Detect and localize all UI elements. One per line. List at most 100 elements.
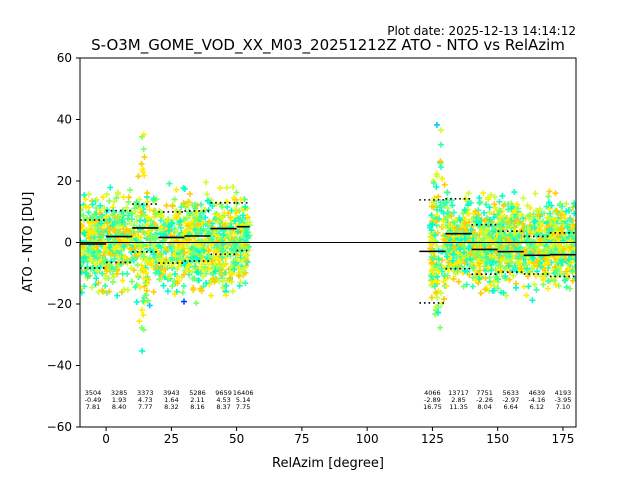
scatter-point [565,248,572,255]
scatter-point [151,243,158,250]
scatter-point [138,262,145,269]
scatter-point [185,248,192,255]
scatter-point [230,184,236,190]
x-tick-label: 125 [421,432,444,446]
scatter-point [174,213,181,220]
scatter-point [156,270,163,277]
scatter-point [205,261,212,268]
scatter-point [180,216,187,223]
bin-count-label: 3373 [137,389,154,397]
scatter-point [119,217,126,223]
scatter-point [531,243,538,250]
scatter-point [246,219,253,226]
scatter-point [82,196,89,203]
scatter-point [208,292,215,299]
scatter-point [97,210,103,217]
scatter-point [466,272,473,278]
scatter-point [529,264,536,271]
scatter-point [179,289,186,296]
scatter-point [460,283,467,290]
scatter-point [133,299,140,305]
scatter-point [484,226,491,233]
y-tick-label: −20 [47,297,72,311]
scatter-point [523,238,530,245]
scatter-point [193,255,200,262]
bin-count-label: 9659 [215,389,232,397]
scatter-point [174,246,181,253]
scatter-point [173,227,180,234]
scatter-point [437,324,444,331]
scatter-point [491,193,498,200]
bin-mean-label: 5.14 [236,396,250,404]
scatter-point [552,216,558,223]
scatter-point [242,204,249,210]
scatter-point [563,284,570,291]
scatter-point [203,191,210,198]
scatter-point [109,238,116,245]
scatter-point [437,158,444,165]
scatter-point [87,219,93,226]
scatter-point [111,198,118,205]
scatter-point [137,217,144,224]
scatter-point [532,190,539,197]
scatter-point [157,217,164,224]
scatter-point [462,195,469,202]
scatter-point [513,284,519,291]
scatter-point [141,275,147,282]
scatter-point [492,255,499,262]
bin-mean-label: -4.16 [528,396,545,404]
scatter-point [491,214,498,221]
scatter-point [506,276,513,283]
scatter-point [111,255,118,262]
scatter-point [172,271,178,277]
scatter-point [571,236,576,243]
scatter-point [432,304,439,311]
plot-date: Plot date: 2025-12-13 14:14:12 [387,24,576,38]
scatter-point [501,256,508,263]
bin-std-label: 7.75 [236,403,250,411]
scatter-point [124,215,131,222]
scatter-point [497,213,504,220]
scatter-point [206,281,213,288]
scatter-point [106,216,113,223]
y-tick-label: −40 [47,359,72,373]
scatter-point [184,223,191,229]
scatter-point [151,254,158,261]
scatter-point [514,221,521,228]
scatter-point [138,209,144,216]
scatter-point [116,238,123,245]
scatter-point [477,199,484,206]
scatter-point [457,217,464,224]
bin-mean-label: 1.64 [164,396,178,404]
scatter-point [430,180,437,186]
scatter-point [503,292,510,299]
scatter-point [488,192,494,198]
scatter-point [473,218,480,225]
scatter-point [438,164,445,171]
scatter-point [100,194,107,201]
scatter-point [446,221,453,228]
scatter-point [219,204,226,210]
scatter-point [107,184,114,191]
scatter-point [97,220,104,227]
scatter-point [463,281,470,288]
scatter-point [518,211,525,218]
scatter-point [557,244,564,251]
scatter-point [144,221,151,228]
scatter-point [106,244,113,251]
scatter-point [465,245,472,252]
scatter-point [449,257,456,264]
scatter-point [124,287,131,294]
scatter-point [467,263,474,270]
scatter-point [125,227,131,234]
scatter-point [139,347,146,354]
scatter-point [541,247,548,254]
scatter-point [169,283,176,290]
scatter-point [533,286,540,293]
scatter-point [567,244,574,251]
y-tick-label: −60 [47,420,72,434]
scatter-point [177,224,184,231]
scatter-point [114,270,121,277]
scatter-point [195,277,202,284]
scatter-point [520,195,527,202]
